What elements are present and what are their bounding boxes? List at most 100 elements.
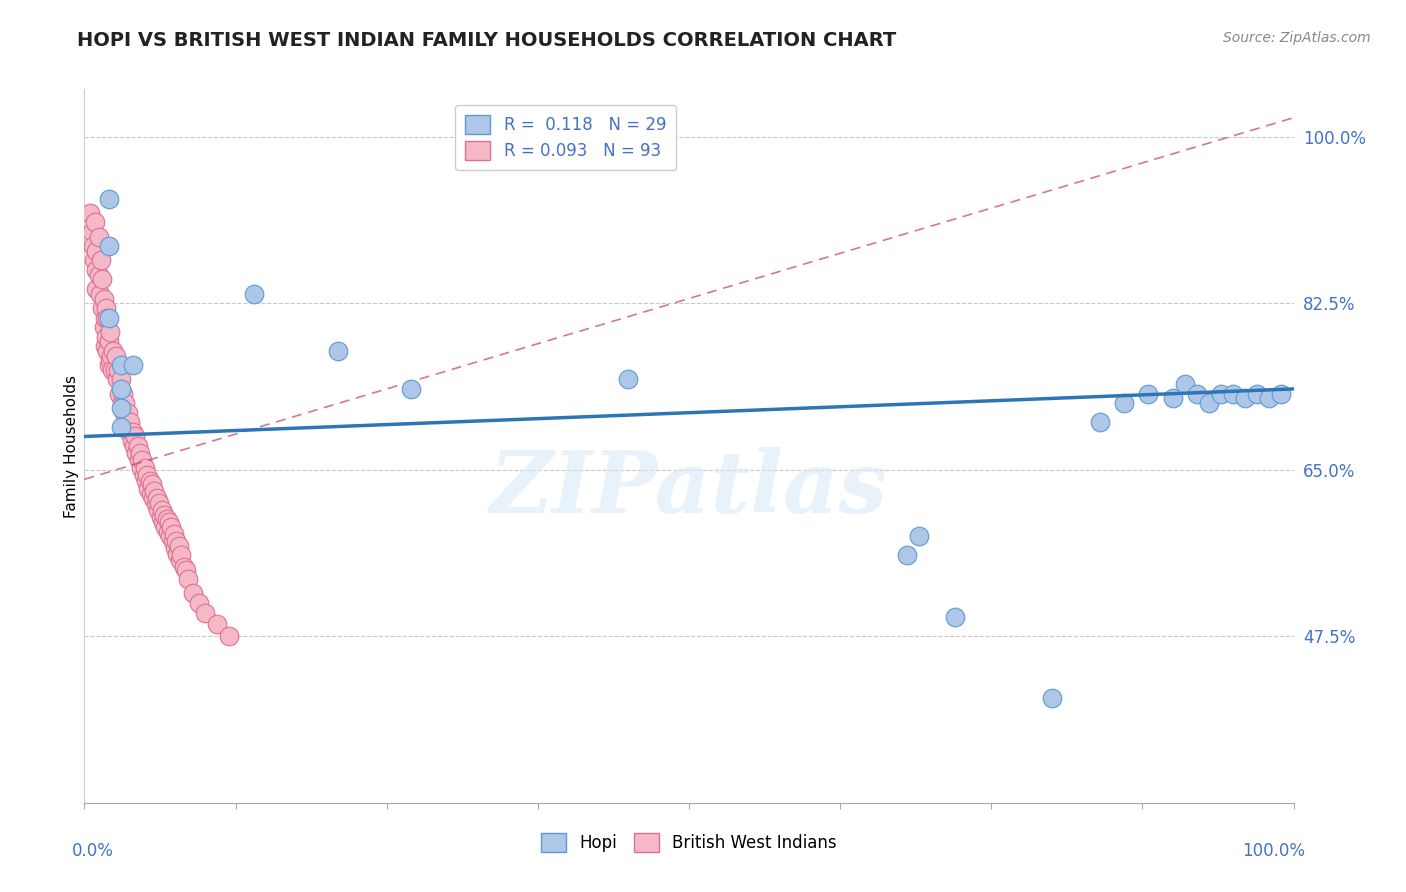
Point [138, 474, 160, 488]
Point [399, 382, 422, 396]
Point [79, 206, 101, 220]
Point [91, 301, 114, 315]
Point [110, 372, 132, 386]
Point [86, 282, 108, 296]
Point [108, 386, 131, 401]
Point [125, 445, 148, 459]
Point [328, 343, 350, 358]
Point [100, 349, 122, 363]
Point [1222, 386, 1244, 401]
Point [159, 529, 181, 543]
Point [86, 244, 108, 258]
Point [160, 520, 183, 534]
Point [117, 406, 139, 420]
Point [84, 215, 107, 229]
Point [146, 502, 169, 516]
Point [174, 563, 197, 577]
Point [89, 286, 111, 301]
Point [96, 310, 118, 325]
Point [97, 358, 120, 372]
Point [145, 497, 167, 511]
Point [103, 343, 125, 358]
Point [138, 482, 160, 496]
Point [115, 415, 138, 429]
Point [163, 527, 186, 541]
Point [153, 508, 176, 523]
Point [1258, 392, 1281, 406]
Point [943, 610, 966, 624]
Point [155, 512, 177, 526]
Point [97, 334, 120, 349]
Point [1161, 392, 1184, 406]
Point [107, 363, 129, 377]
Point [96, 343, 118, 358]
Point [91, 272, 114, 286]
Point [94, 310, 117, 325]
Point [94, 301, 117, 315]
Point [1270, 386, 1292, 401]
Point [149, 510, 172, 524]
Point [97, 310, 120, 325]
Point [93, 292, 115, 306]
Text: Source: ZipAtlas.com: Source: ZipAtlas.com [1223, 31, 1371, 45]
Point [110, 382, 132, 396]
Point [134, 461, 156, 475]
Point [120, 415, 142, 429]
Point [162, 534, 184, 549]
Point [142, 491, 165, 506]
Point [1185, 386, 1208, 401]
Point [146, 491, 169, 506]
Point [131, 453, 153, 467]
Point [132, 467, 155, 482]
Point [83, 253, 105, 268]
Point [97, 192, 120, 206]
Point [896, 549, 918, 563]
Point [104, 349, 127, 363]
Point [155, 520, 177, 534]
Point [98, 353, 121, 368]
Point [110, 358, 132, 372]
Point [157, 515, 180, 529]
Point [129, 461, 152, 475]
Point [98, 325, 121, 339]
Y-axis label: Family Households: Family Households [63, 375, 79, 517]
Text: 0.0%: 0.0% [72, 842, 114, 860]
Point [165, 534, 187, 549]
Point [169, 553, 191, 567]
Point [118, 425, 141, 439]
Point [94, 339, 117, 353]
Point [110, 420, 132, 434]
Point [1209, 386, 1232, 401]
Point [1234, 392, 1257, 406]
Point [156, 524, 179, 539]
Point [135, 474, 157, 488]
Point [617, 372, 640, 386]
Point [114, 396, 136, 410]
Point [124, 429, 146, 443]
Point [177, 572, 200, 586]
Point [1137, 386, 1160, 401]
Point [82, 239, 104, 253]
Point [87, 268, 110, 282]
Point [112, 386, 135, 401]
Point [218, 629, 240, 643]
Point [101, 363, 124, 377]
Point [1040, 691, 1063, 706]
Point [104, 363, 127, 377]
Point [143, 483, 166, 498]
Point [97, 239, 120, 253]
Point [121, 425, 143, 439]
Point [207, 616, 229, 631]
Point [136, 468, 159, 483]
Point [80, 225, 103, 239]
Point [148, 496, 170, 510]
Point [122, 439, 145, 453]
Point [165, 541, 187, 555]
Point [173, 559, 195, 574]
Point [1246, 386, 1268, 401]
Point [94, 329, 117, 343]
Point [86, 263, 108, 277]
Point [170, 549, 193, 563]
Point [90, 253, 112, 268]
Point [167, 539, 190, 553]
